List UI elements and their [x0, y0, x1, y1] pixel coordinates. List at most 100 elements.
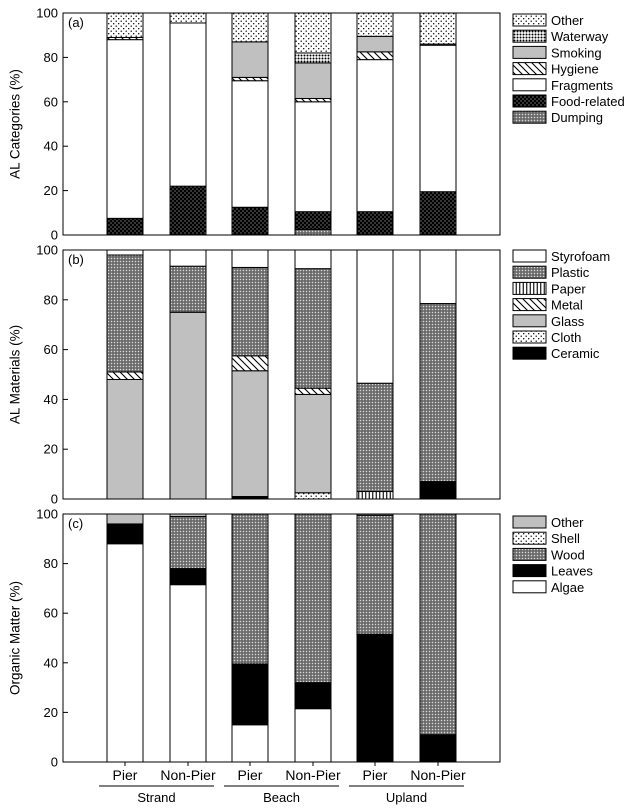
bar-segment-styrofoam-4 — [294, 249, 332, 270]
bar-segment-leaves-2 — [169, 568, 207, 586]
y-tick-label: 100 — [36, 507, 58, 522]
bar-segment-fragments-1 — [106, 39, 144, 219]
bar-segment-other-6 — [419, 12, 457, 45]
legend-label-shell: Shell — [551, 531, 580, 546]
legend-label-other: Other — [551, 515, 584, 530]
bar-segment-glass-4 — [294, 393, 332, 494]
bar-segment-wood-6 — [419, 513, 457, 736]
bar-segment-other-1 — [106, 12, 144, 38]
legend-swatch-cloth — [512, 330, 547, 344]
bar-segment-cloth-4 — [294, 492, 332, 500]
bar-segment-waterway-4 — [294, 52, 332, 64]
legend-swatch-food-related — [512, 94, 547, 108]
group-label-strand: Strand — [137, 790, 175, 805]
panel-label: (b) — [68, 252, 84, 267]
bar-segment-leaves-4 — [294, 682, 332, 710]
plot-frame — [62, 12, 501, 236]
bar-segment-glass-1 — [106, 378, 144, 500]
bar-segment-smoking-4 — [294, 62, 332, 99]
bar-segment-food-related-4 — [294, 211, 332, 230]
bar-segment-other-5 — [356, 12, 394, 37]
x-tick-label: Pier — [238, 767, 263, 783]
legend-label-styrofoam: Styrofoam — [551, 249, 610, 264]
x-tick-label: Non-Pier — [410, 767, 466, 783]
bar-segment-food-related-1 — [106, 217, 144, 236]
x-tick-label: Non-Pier — [285, 767, 341, 783]
legend-label-hygiene: Hygiene — [551, 62, 599, 77]
y-tick-label: 80 — [44, 292, 58, 307]
legend-label-ceramic: Ceramic — [551, 346, 600, 361]
y-tick-label: 0 — [51, 755, 58, 770]
bar-segment-wood-2 — [169, 515, 207, 570]
legend-label-metal: Metal — [551, 298, 583, 313]
bar-segment-other-4 — [294, 12, 332, 54]
legend-label-plastic: Plastic — [551, 265, 590, 280]
bar-segment-smoking-5 — [356, 35, 394, 53]
panel-label: (a) — [68, 15, 84, 30]
legend-swatch-fragments — [512, 78, 547, 92]
bar-segment-leaves-5 — [356, 633, 394, 763]
legend-label-algae: Algae — [551, 580, 584, 595]
group-label-beach: Beach — [263, 790, 300, 805]
bar-segment-plastic-3 — [231, 266, 269, 357]
y-tick-label: 20 — [44, 705, 58, 720]
panel-b: 0 20 40 60 80 100 AL Materials (%) (b) Styrofoam… — [8, 243, 611, 507]
bar-segment-metal-4 — [294, 387, 332, 395]
legend-swatch-algae — [512, 580, 547, 594]
bar-segment-glass-2 — [169, 311, 207, 500]
bar-segment-plastic-4 — [294, 268, 332, 389]
x-tick-label: Pier — [363, 767, 388, 783]
legend-swatch-ceramic — [512, 346, 547, 360]
legend-label-dumping: Dumping — [551, 110, 603, 125]
legend-label-wood: Wood — [551, 547, 585, 562]
bar-segment-food-related-6 — [419, 191, 457, 236]
legend-label-cloth: Cloth — [551, 330, 581, 345]
bar-segment-fragments-6 — [419, 44, 457, 193]
legend-swatch-metal — [512, 298, 547, 312]
bar-segment-styrofoam-1 — [106, 249, 144, 256]
bar-segment-smoking-3 — [231, 41, 269, 78]
legend-label-food-related: Food-related — [551, 94, 625, 109]
bar-segment-wood-4 — [294, 513, 332, 684]
y-tick-label: 0 — [51, 492, 58, 507]
bar-segment-dumping-4 — [294, 228, 332, 236]
bar-segment-plastic-5 — [356, 382, 394, 493]
bar-segment-styrofoam-3 — [231, 249, 269, 268]
bar-segment-metal-3 — [231, 355, 269, 372]
legend-swatch-smoking — [512, 45, 547, 59]
y-tick-label: 60 — [44, 94, 58, 109]
y-tick-label: 40 — [44, 139, 58, 154]
y-tick-label: 60 — [44, 342, 58, 357]
bar-segment-food-related-3 — [231, 206, 269, 235]
bar-segment-leaves-6 — [419, 734, 457, 763]
legend-swatch-dumping — [512, 110, 547, 124]
bar-segment-fragments-4 — [294, 101, 332, 213]
bar-segment-metal-1 — [106, 371, 144, 380]
panel-label: (c) — [68, 516, 83, 531]
bar-segment-styrofoam-2 — [169, 249, 207, 267]
bar-segment-hygiene-5 — [356, 51, 394, 61]
bar-segment-other-2 — [169, 12, 207, 24]
bar-segment-wood-5 — [356, 514, 394, 635]
legend-label-paper: Paper — [551, 281, 586, 296]
legend-swatch-plastic — [512, 265, 547, 279]
legend-swatch-leaves — [512, 564, 547, 578]
bar-segment-other-1 — [106, 513, 144, 525]
bar-segment-plastic-1 — [106, 254, 144, 373]
legend-label-smoking: Smoking — [551, 45, 602, 60]
group-label-upland: Upland — [386, 790, 427, 805]
y-tick-label: 80 — [44, 556, 58, 571]
bar-segment-plastic-6 — [419, 303, 457, 483]
bar-segment-other-3 — [231, 12, 269, 43]
y-tick-label: 0 — [51, 228, 58, 243]
bar-segment-plastic-2 — [169, 265, 207, 313]
bar-segment-fragments-2 — [169, 22, 207, 187]
bar-segment-leaves-3 — [231, 663, 269, 726]
y-tick-label: 80 — [44, 50, 58, 65]
bar-segment-fragments-5 — [356, 59, 394, 213]
legend-swatch-wood — [512, 547, 547, 561]
plot-frame — [62, 513, 501, 763]
